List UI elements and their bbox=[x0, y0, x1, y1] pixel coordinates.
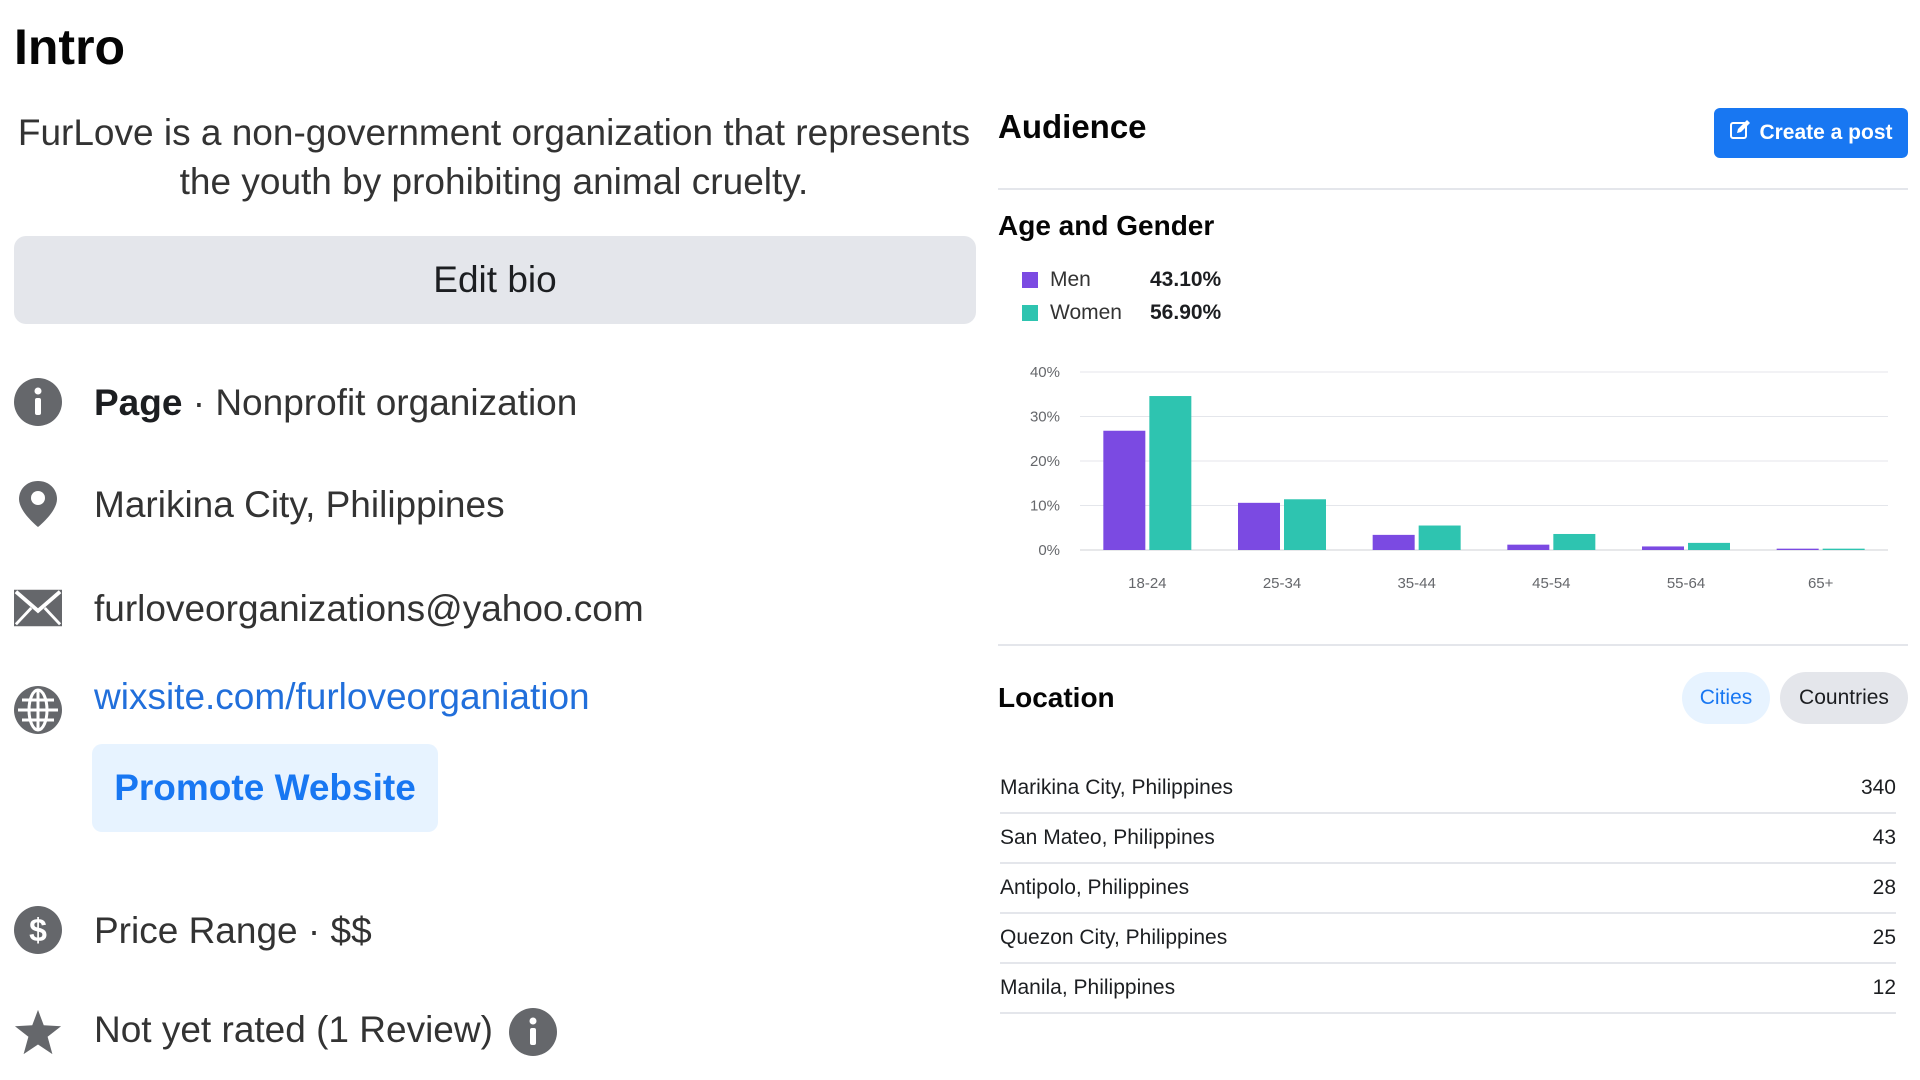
x-tick-label: 55-64 bbox=[1667, 575, 1705, 592]
bar-men-55-64 bbox=[1642, 546, 1684, 550]
tab-countries[interactable]: Countries bbox=[1780, 672, 1908, 724]
email-text[interactable]: furloveorganizations@yahoo.com bbox=[94, 588, 644, 629]
divider bbox=[998, 188, 1908, 190]
legend-swatch-men bbox=[1022, 272, 1038, 288]
rating-label: Not yet rated (1 Review) bbox=[94, 1008, 493, 1050]
bar-men-65+ bbox=[1776, 548, 1819, 550]
globe-icon bbox=[14, 686, 62, 734]
x-tick-label: 65+ bbox=[1808, 575, 1834, 592]
price-range-text: Price Range · $$ bbox=[94, 910, 372, 951]
star-icon bbox=[14, 1008, 62, 1056]
create-post-button[interactable]: Create a post bbox=[1714, 108, 1908, 158]
list-item: Manila, Philippines 12 bbox=[1000, 964, 1896, 1014]
email-row: furloveorganizations@yahoo.com bbox=[14, 584, 644, 632]
list-item: San Mateo, Philippines 43 bbox=[1000, 814, 1896, 864]
x-tick-label: 25-34 bbox=[1263, 575, 1301, 592]
bar-men-35-44 bbox=[1372, 534, 1415, 550]
legend-value-men: 43.10% bbox=[1150, 268, 1222, 291]
list-item: Antipolo, Philippines 28 bbox=[1000, 864, 1896, 914]
page-label: Page bbox=[94, 382, 183, 423]
bar-women-18-24 bbox=[1149, 396, 1192, 550]
location-pin-icon bbox=[14, 480, 62, 528]
intro-title: Intro bbox=[14, 19, 126, 75]
page-category-text: Page · Nonprofit organization bbox=[94, 382, 577, 424]
tab-cities[interactable]: Cities bbox=[1682, 672, 1770, 724]
legend-label-men: Men bbox=[1050, 268, 1091, 291]
location-count: 43 bbox=[1872, 826, 1896, 849]
legend-swatch-women bbox=[1022, 305, 1038, 321]
website-row: wixsite.com/furloveorganiation bbox=[14, 676, 590, 734]
bar-women-45-54 bbox=[1553, 533, 1596, 550]
dollar-icon: $ bbox=[14, 906, 62, 954]
location-list: Marikina City, Philippines 340 San Mateo… bbox=[1000, 764, 1896, 1014]
y-tick-label: 0% bbox=[1038, 542, 1060, 559]
location-count: 12 bbox=[1872, 976, 1896, 999]
y-tick-label: 30% bbox=[1030, 409, 1060, 426]
location-count: 340 bbox=[1860, 776, 1896, 799]
bar-women-55-64 bbox=[1688, 542, 1730, 550]
page-category-row: Page · Nonprofit organization bbox=[14, 378, 577, 426]
location-count: 25 bbox=[1872, 926, 1896, 949]
pencil-square-icon bbox=[1729, 119, 1751, 147]
website-link[interactable]: wixsite.com/furloveorganiation bbox=[94, 676, 590, 717]
rating-row: Not yet rated (1 Review) bbox=[14, 1008, 557, 1056]
y-tick-label: 40% bbox=[1030, 364, 1060, 381]
legend-men: Men 43.10% bbox=[1022, 268, 1221, 292]
rating-info-icon[interactable] bbox=[508, 1008, 557, 1056]
svg-text:$: $ bbox=[29, 912, 47, 948]
location-row: Marikina City, Philippines bbox=[14, 480, 505, 528]
rating-text: Not yet rated (1 Review) bbox=[94, 1008, 557, 1056]
bar-men-25-34 bbox=[1238, 502, 1280, 550]
y-tick-label: 10% bbox=[1030, 498, 1060, 515]
location-name: Quezon City, Philippines bbox=[1000, 926, 1228, 949]
bio-text: FurLove is a non-government organization… bbox=[17, 112, 971, 202]
promote-website-button[interactable]: Promote Website bbox=[92, 744, 438, 832]
divider bbox=[998, 644, 1908, 646]
location-text: Marikina City, Philippines bbox=[94, 484, 505, 525]
bar-women-65+ bbox=[1822, 548, 1865, 550]
envelope-icon bbox=[14, 584, 62, 632]
bar-women-25-34 bbox=[1284, 499, 1326, 550]
bar-men-18-24 bbox=[1103, 430, 1146, 550]
create-post-label: Create a post bbox=[1759, 121, 1893, 144]
location-title: Location bbox=[998, 682, 1115, 713]
price-range-row: $ Price Range · $$ bbox=[14, 906, 372, 954]
y-tick-label: 20% bbox=[1030, 453, 1060, 470]
x-tick-label: 18-24 bbox=[1128, 575, 1166, 592]
list-item: Quezon City, Philippines 25 bbox=[1000, 914, 1896, 964]
age-gender-chart: 0% 10% 20% 30% 40% 18-24 25-34 35-44 45-54 55-64 6… bbox=[1030, 364, 1888, 592]
info-icon bbox=[14, 378, 62, 426]
location-count: 28 bbox=[1872, 876, 1896, 899]
x-tick-label: 35-44 bbox=[1397, 575, 1435, 592]
location-name: Manila, Philippines bbox=[1000, 976, 1176, 999]
location-name: Marikina City, Philippines bbox=[1000, 776, 1234, 799]
audience-title: Audience bbox=[998, 108, 1147, 145]
bar-women-35-44 bbox=[1418, 525, 1461, 550]
bar-men-45-54 bbox=[1507, 544, 1550, 550]
location-name: San Mateo, Philippines bbox=[1000, 826, 1215, 849]
location-name: Antipolo, Philippines bbox=[1000, 876, 1190, 899]
page-category: · Nonprofit organization bbox=[182, 382, 578, 423]
legend-value-women: 56.90% bbox=[1150, 301, 1222, 324]
list-item: Marikina City, Philippines 340 bbox=[1000, 764, 1896, 814]
age-gender-title: Age and Gender bbox=[998, 210, 1215, 241]
x-tick-label: 45-54 bbox=[1532, 575, 1570, 592]
legend-women: Women 56.90% bbox=[1022, 301, 1221, 325]
edit-bio-button[interactable]: Edit bio bbox=[14, 236, 976, 324]
legend-label-women: Women bbox=[1050, 301, 1122, 324]
